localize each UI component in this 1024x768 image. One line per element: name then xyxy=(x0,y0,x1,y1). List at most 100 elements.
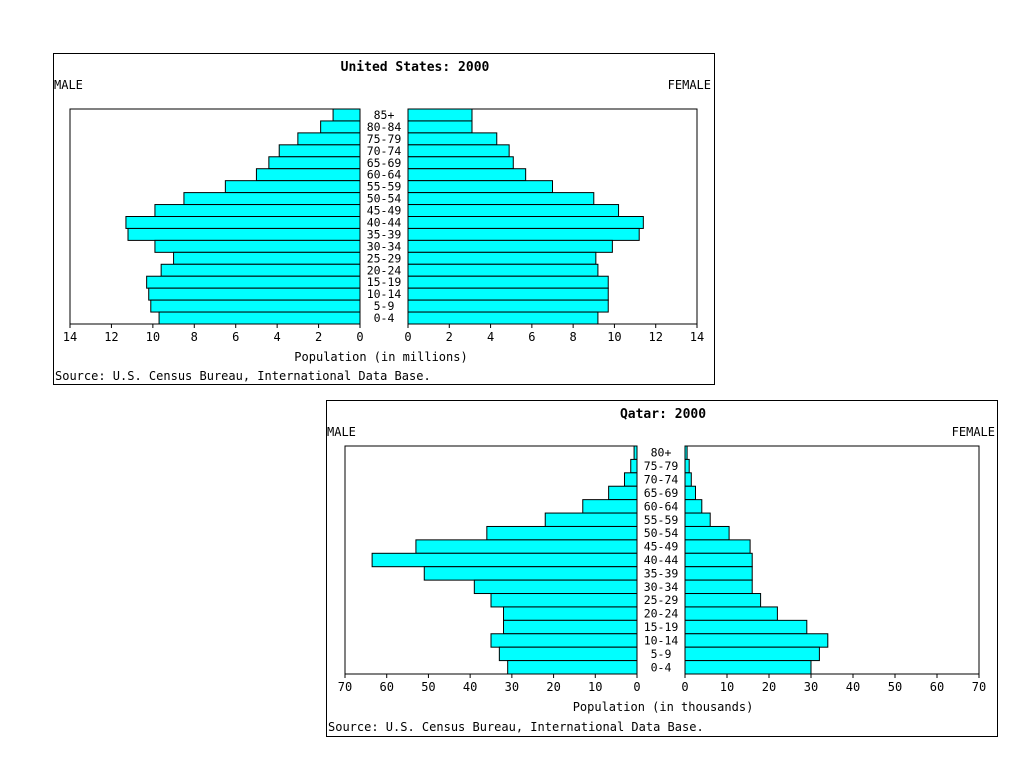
age-group-label: 25-29 xyxy=(367,251,402,265)
tick-label: 40 xyxy=(463,680,477,694)
age-group-label: 60-64 xyxy=(367,168,402,182)
x-axis-label: Population (in millions) xyxy=(294,350,467,364)
age-group-label: 30-34 xyxy=(367,239,402,253)
age-group-label: 65-69 xyxy=(644,486,679,500)
age-group-label: 20-24 xyxy=(644,607,679,621)
tick-label: 10 xyxy=(588,680,602,694)
tick-label: 60 xyxy=(379,680,393,694)
age-group-label: 35-39 xyxy=(644,566,679,580)
female-bar-70-74 xyxy=(407,144,510,158)
tick-label: 40 xyxy=(846,680,860,694)
female-bar-65-69 xyxy=(684,485,696,501)
age-group-label: 55-59 xyxy=(367,180,402,194)
chart-title: United States: 2000 xyxy=(341,60,490,75)
age-group-label: 20-24 xyxy=(367,263,402,277)
male-bar-70-74 xyxy=(623,472,638,487)
male-bar-20-24 xyxy=(503,606,638,621)
male-bar-30-34 xyxy=(154,239,361,253)
tick-label: 14 xyxy=(690,330,704,344)
female-bar-20-24 xyxy=(407,263,599,277)
female-bar-45-49 xyxy=(684,539,751,554)
male-bar-75-79 xyxy=(630,458,638,474)
female-bar-30-34 xyxy=(407,239,613,253)
tick-label: 4 xyxy=(274,330,281,344)
male-bar-25-29 xyxy=(173,251,361,265)
tick-label: 10 xyxy=(607,330,621,344)
tick-label: 6 xyxy=(528,330,535,344)
tick-label: 20 xyxy=(546,680,560,694)
tick-label: 8 xyxy=(570,330,577,344)
tick-label: 20 xyxy=(762,680,776,694)
age-group-label: 80+ xyxy=(651,446,672,460)
male-bar-55-59 xyxy=(224,180,361,194)
male-bar-75-79 xyxy=(297,132,361,146)
female-bar-15-19 xyxy=(407,275,609,289)
us-population-pyramid-chart: United States: 2000 MALE FEMALE Populati… xyxy=(54,60,711,383)
female-bar-5-9 xyxy=(684,646,820,662)
male-bar-25-29 xyxy=(490,593,638,608)
female-bar-70-74 xyxy=(684,472,692,487)
female-label: FEMALE xyxy=(668,78,711,92)
female-bar-65-69 xyxy=(407,156,514,170)
age-group-label: 50-54 xyxy=(367,192,402,206)
tick-label: 6 xyxy=(232,330,239,344)
age-group-label: 65-69 xyxy=(367,156,402,170)
age-group-label: 60-64 xyxy=(644,499,679,513)
age-group-label: 35-39 xyxy=(367,227,402,241)
age-group-label: 55-59 xyxy=(644,513,679,527)
female-bar-25-29 xyxy=(407,251,597,265)
tick-label: 30 xyxy=(505,680,519,694)
male-bar-60-64 xyxy=(582,499,638,514)
male-bar-45-49 xyxy=(415,539,638,554)
male-bar-65-69 xyxy=(268,156,361,170)
age-group-label: 40-44 xyxy=(367,215,402,229)
tick-label: 70 xyxy=(338,680,352,694)
male-bar-40-44 xyxy=(371,552,638,568)
female-bar-0-4 xyxy=(684,660,812,675)
female-bar-60-64 xyxy=(407,168,527,182)
female-bar-40-44 xyxy=(684,552,753,568)
male-bar-80-84 xyxy=(320,120,361,134)
female-bar-75-79 xyxy=(684,458,690,474)
female-bar-25-29 xyxy=(684,593,762,608)
female-bar-80+ xyxy=(684,445,688,460)
age-group-label: 10-14 xyxy=(644,633,679,647)
female-bar-80-84 xyxy=(407,120,473,134)
male-bar-35-39 xyxy=(127,227,361,241)
age-group-label: 80-84 xyxy=(367,120,402,134)
tick-label: 12 xyxy=(648,330,662,344)
male-bar-20-24 xyxy=(160,263,361,277)
female-label: FEMALE xyxy=(952,425,995,439)
tick-label: 10 xyxy=(720,680,734,694)
female-bar-15-19 xyxy=(684,619,808,635)
male-bar-45-49 xyxy=(154,204,361,218)
female-bar-30-34 xyxy=(684,579,753,595)
female-bar-10-14 xyxy=(407,287,609,301)
female-bar-40-44 xyxy=(407,216,644,229)
male-bar-35-39 xyxy=(423,566,638,581)
male-bar-50-54 xyxy=(183,192,361,206)
tick-label: 8 xyxy=(191,330,198,344)
tick-label: 0 xyxy=(404,330,411,344)
source-note: Source: U.S. Census Bureau, Internationa… xyxy=(328,720,704,734)
female-bar-35-39 xyxy=(684,566,753,581)
male-bar-40-44 xyxy=(125,216,361,229)
male-bar-15-19 xyxy=(146,275,361,289)
male-bar-55-59 xyxy=(544,512,638,527)
age-group-label: 0-4 xyxy=(374,311,395,325)
male-bar-70-74 xyxy=(278,144,361,158)
male-bar-10-14 xyxy=(148,287,361,301)
age-group-label: 40-44 xyxy=(644,553,679,567)
chart-title: Qatar: 2000 xyxy=(620,407,706,422)
tick-label: 14 xyxy=(63,330,77,344)
female-bar-55-59 xyxy=(684,512,711,527)
tick-label: 50 xyxy=(888,680,902,694)
male-bar-5-9 xyxy=(498,646,638,662)
female-bar-50-54 xyxy=(684,525,730,541)
female-bar-50-54 xyxy=(407,192,595,206)
age-group-label: 45-49 xyxy=(367,204,402,218)
age-group-label: 30-34 xyxy=(644,580,679,594)
tick-label: 30 xyxy=(804,680,818,694)
male-bar-65-69 xyxy=(608,485,638,501)
female-bar-85+ xyxy=(407,108,473,122)
